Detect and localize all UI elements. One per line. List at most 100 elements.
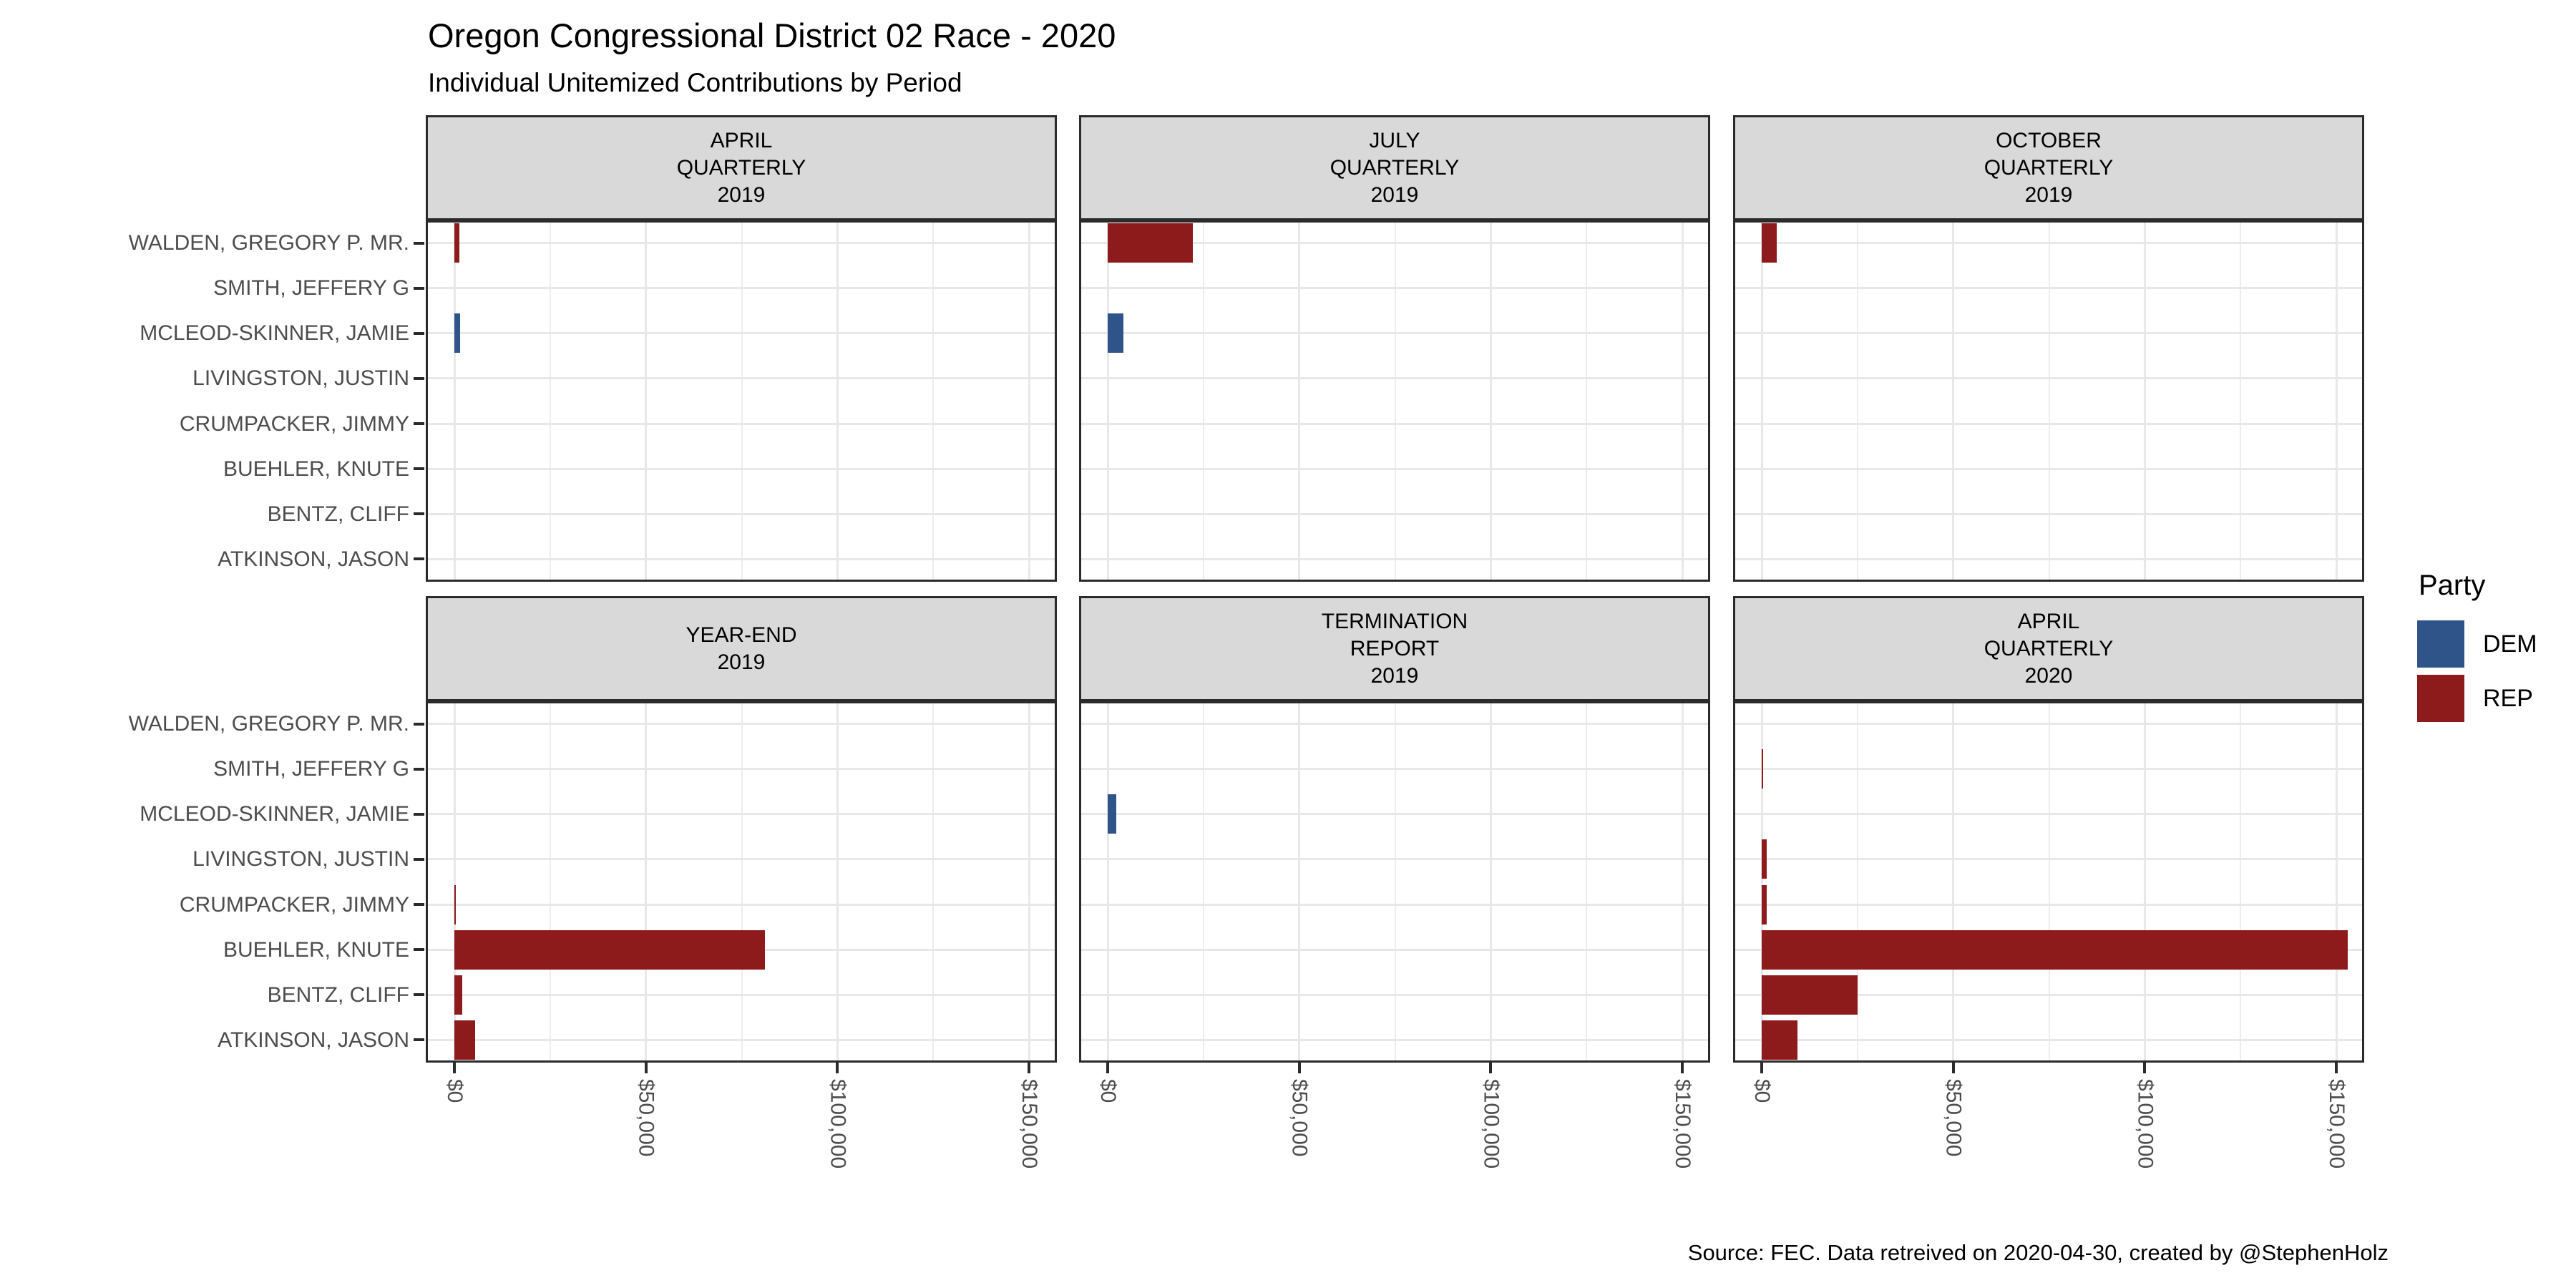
- gridline-v: [2335, 701, 2338, 1063]
- x-axis-tick: [1760, 1063, 1763, 1073]
- gridline-v: [645, 220, 648, 582]
- gridline-v: [836, 701, 839, 1063]
- x-axis-label: $0: [1750, 1079, 1774, 1103]
- x-axis-label: $100,000: [1479, 1079, 1503, 1169]
- gridline-h: [1079, 332, 1710, 335]
- legend-entry: REP: [2417, 675, 2576, 722]
- gridline-v: [2240, 220, 2242, 582]
- gridline-v: [549, 220, 551, 582]
- x-axis-label: $100,000: [826, 1079, 850, 1169]
- gridline-h: [1733, 422, 2364, 425]
- facet-strip: TERMINATION REPORT 2019: [1079, 596, 1710, 701]
- gridline-v: [1760, 220, 1763, 582]
- bar: [1762, 884, 1767, 924]
- bar: [1108, 794, 1116, 834]
- y-axis-label: BUEHLER, KNUTE: [223, 457, 409, 481]
- y-axis-label: ATKINSON, JASON: [218, 1028, 409, 1052]
- y-axis-tick: [414, 948, 424, 952]
- facet-strip-label: 2019: [2024, 182, 2073, 207]
- gridline-v: [1760, 701, 1763, 1063]
- gridline-v: [836, 220, 839, 582]
- y-axis-tick: [414, 722, 424, 726]
- gridline-h: [426, 512, 1057, 515]
- gridline-v: [1028, 701, 1030, 1063]
- gridline-h: [426, 422, 1057, 425]
- y-axis-label: CRUMPACKER, JIMMY: [179, 411, 409, 436]
- bar: [1108, 313, 1124, 353]
- x-axis-tick: [644, 1063, 648, 1073]
- facet-strip-label: JULY: [1369, 128, 1420, 152]
- gridline-v: [1952, 220, 1955, 582]
- x-axis-tick: [2335, 1063, 2338, 1073]
- facet-panel: [1079, 220, 1710, 582]
- bar: [454, 1020, 476, 1060]
- facet-strip: YEAR-END 2019: [426, 596, 1057, 701]
- bar: [454, 884, 456, 924]
- gridline-v: [2048, 220, 2050, 582]
- gridline-h: [1079, 512, 1710, 515]
- gridline-h: [1079, 557, 1710, 560]
- bar: [454, 975, 463, 1015]
- y-axis-tick: [414, 1038, 424, 1042]
- facet-strip-label: OCTOBER: [1996, 128, 2102, 152]
- gridline-v: [932, 701, 935, 1063]
- facet-strip-label: QUARTERLY: [676, 155, 806, 180]
- bar: [454, 223, 459, 263]
- gridline-h: [1733, 813, 2364, 816]
- gridline-v: [2335, 220, 2338, 582]
- gridline-h: [1079, 422, 1710, 425]
- y-axis-tick: [414, 286, 424, 290]
- gridline-h: [1079, 1038, 1710, 1041]
- legend-label: DEM: [2483, 630, 2537, 658]
- gridline-v: [645, 701, 648, 1063]
- facet-panel: [426, 701, 1057, 1063]
- bar: [1762, 839, 1767, 879]
- facet-strip: APRIL QUARTERLY 2019: [426, 115, 1057, 220]
- facet-strip-label: 2019: [717, 182, 766, 207]
- x-axis-label: $50,000: [1941, 1079, 1966, 1157]
- x-axis-tick: [2143, 1063, 2147, 1073]
- facet-strip-label: 2019: [1370, 182, 1419, 207]
- gridline-h: [426, 858, 1057, 861]
- facet-strip: JULY QUARTERLY 2019: [1079, 115, 1710, 220]
- y-axis-label: WALDEN, GREGORY P. MR.: [128, 712, 409, 736]
- y-axis-tick: [414, 422, 424, 426]
- y-axis-tick: [414, 767, 424, 771]
- gridline-h: [1733, 377, 2364, 380]
- facet-strip-label: REPORT: [1350, 636, 1440, 660]
- gridline-h: [1733, 903, 2364, 906]
- gridline-h: [1079, 903, 1710, 906]
- gridline-v: [1298, 220, 1301, 582]
- facet-panel: [1733, 220, 2364, 582]
- gridline-h: [426, 813, 1057, 816]
- gridline-h: [1733, 512, 2364, 515]
- facet-strip-label: 2019: [1370, 663, 1419, 688]
- facet-strip-label: QUARTERLY: [1984, 155, 2114, 180]
- facet-strip-label: APRIL: [710, 128, 773, 152]
- gridline-h: [426, 723, 1057, 726]
- gridline-h: [1733, 287, 2364, 290]
- x-axis-label: $100,000: [2133, 1079, 2157, 1169]
- gridline-v: [1586, 220, 1588, 582]
- gridline-v: [453, 701, 456, 1063]
- y-axis-label: ATKINSON, JASON: [218, 547, 409, 571]
- y-axis-label: LIVINGSTON, JUSTIN: [192, 847, 409, 872]
- bar: [1762, 749, 1763, 789]
- y-axis-label: WALDEN, GREGORY P. MR.: [128, 231, 409, 255]
- gridline-v: [1394, 220, 1396, 582]
- bar: [454, 930, 765, 970]
- gridline-v: [1681, 701, 1684, 1063]
- gridline-v: [2048, 701, 2050, 1063]
- bar: [1762, 975, 1858, 1015]
- gridline-v: [1394, 701, 1396, 1063]
- bar: [1108, 223, 1194, 263]
- gridline-v: [2143, 701, 2146, 1063]
- facet-strip-label: TERMINATION: [1321, 609, 1468, 633]
- gridline-h: [1733, 557, 2364, 560]
- gridline-h: [1079, 723, 1710, 726]
- gridline-h: [1079, 467, 1710, 470]
- gridline-h: [426, 768, 1057, 771]
- bar: [454, 313, 461, 353]
- gridline-h: [1079, 858, 1710, 861]
